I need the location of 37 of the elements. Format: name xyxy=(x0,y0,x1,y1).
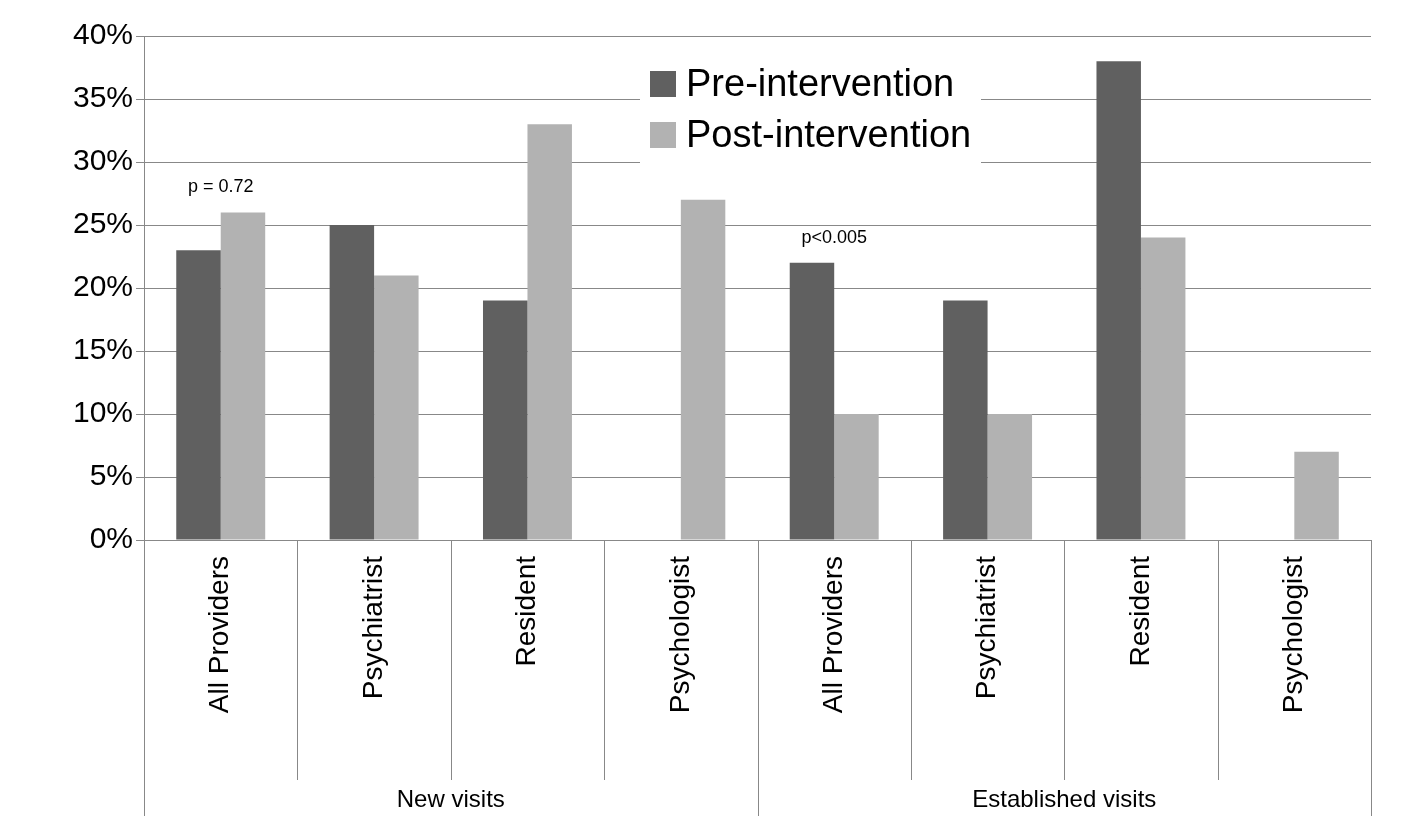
y-tick-label: 35% xyxy=(73,80,134,114)
x-tick-label: Psychologist xyxy=(1277,555,1309,714)
y-tick-label: 25% xyxy=(73,206,134,240)
x-tick-label: Psychiatrist xyxy=(356,555,388,700)
bar xyxy=(1140,237,1186,540)
bar xyxy=(1294,451,1339,540)
bar xyxy=(329,225,375,540)
bar xyxy=(527,124,572,540)
text: New visits xyxy=(396,784,505,812)
y-tick-label: 30% xyxy=(73,143,134,177)
legend-label: Pre-intervention xyxy=(686,62,955,105)
x-tick-label: Psychiatrist xyxy=(970,555,1002,700)
y-tick-label: 10% xyxy=(73,395,134,429)
bar xyxy=(680,199,726,540)
bar xyxy=(987,414,1033,540)
y-tick-label: 15% xyxy=(73,332,134,366)
bar xyxy=(176,250,221,540)
legend-label: Post-intervention xyxy=(686,113,972,156)
annotation: p = 0.72 xyxy=(187,176,254,197)
text: Established visits xyxy=(972,784,1157,812)
x-tick-label: Psychologist xyxy=(663,555,695,714)
bar xyxy=(220,212,266,540)
x-tick-label: Resident xyxy=(510,555,542,667)
bar xyxy=(1096,61,1141,540)
y-tick-label: 5% xyxy=(89,458,134,492)
y-tick-label: 40% xyxy=(73,17,134,51)
bar xyxy=(834,414,879,540)
x-tick-label: All Providers xyxy=(816,556,848,714)
bar xyxy=(374,275,419,540)
bar xyxy=(789,262,835,540)
x-tick-label: Resident xyxy=(1123,555,1155,667)
y-tick-label: 20% xyxy=(73,269,134,303)
bar xyxy=(943,300,988,540)
bar xyxy=(482,300,528,540)
y-tick-label: 0% xyxy=(89,521,134,555)
annotation: p<0.005 xyxy=(801,226,867,247)
x-tick-label: All Providers xyxy=(203,556,235,714)
